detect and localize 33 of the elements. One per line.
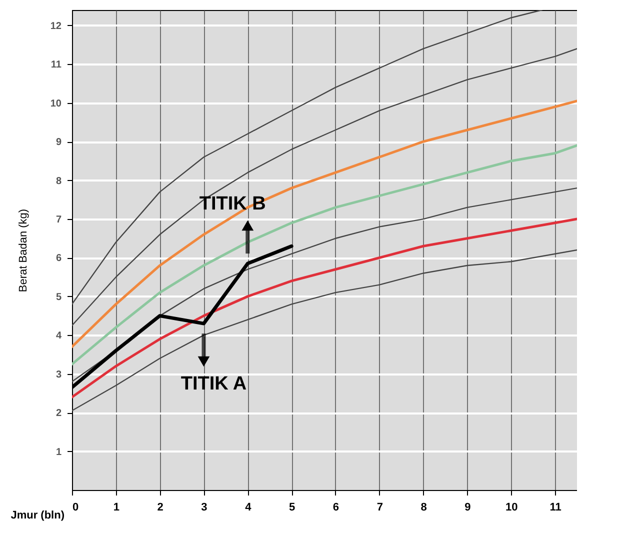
y-tick-label: 11 (50, 60, 62, 71)
line-series (72, 218, 577, 398)
line-series (72, 144, 577, 366)
x-tick-label: 6 (332, 502, 340, 514)
y-axis-title: Berat Badan (kg) (17, 208, 30, 292)
x-tick-label: 4 (245, 502, 252, 514)
x-tick-label: 11 (550, 502, 562, 514)
y-tick-label: 4 (56, 330, 62, 342)
y-tick-label: 9 (56, 137, 62, 148)
y-tick-label: 3 (56, 369, 62, 380)
line-series (72, 249, 577, 412)
y-tick-label: 7 (56, 214, 62, 226)
x-tick-label: 10 (506, 502, 518, 514)
line-series (72, 10, 542, 305)
x-tick-label: 9 (464, 502, 471, 514)
line-series (72, 100, 577, 348)
y-tick-label: 6 (56, 253, 62, 264)
x-tick-label: 1 (113, 502, 120, 514)
y-tick-label: 12 (50, 20, 62, 32)
x-tick-label: 2 (157, 502, 164, 514)
y-tick-label: 1 (56, 446, 62, 458)
y-tick-label: 8 (56, 176, 62, 187)
x-tick-label: 5 (289, 502, 296, 514)
y-tick-label: 2 (56, 408, 62, 420)
y-tick-label: 10 (50, 98, 62, 110)
annotation: TITIK A (180, 374, 247, 395)
x-tick-label: 0 (72, 502, 79, 514)
x-tick-label: 3 (201, 502, 208, 514)
x-tick-label: 8 (420, 502, 427, 514)
x-axis-title: Jmur (bln) (10, 510, 65, 522)
y-tick-label: 5 (56, 292, 62, 303)
line-series (72, 48, 577, 326)
x-tick-label: 7 (376, 502, 383, 514)
